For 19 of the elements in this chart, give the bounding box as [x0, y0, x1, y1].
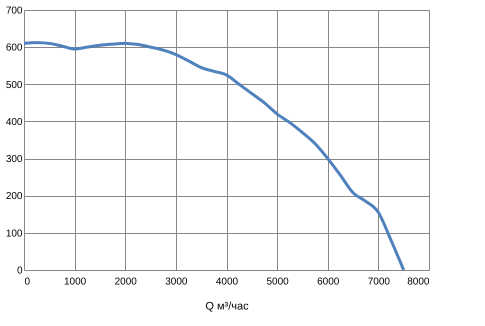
- y-tick-label: 300: [6, 154, 23, 166]
- y-tick-label: 500: [6, 80, 23, 91]
- x-tick-label: 1000: [64, 276, 87, 288]
- x-tick-label: 2000: [114, 276, 138, 288]
- y-tick-label: 200: [6, 191, 23, 202]
- line-series: [22, 41, 406, 272]
- y-tick-label: 400: [6, 116, 23, 128]
- y-tick-label: 100: [6, 228, 23, 240]
- x-tick-label: 6000: [317, 276, 340, 288]
- x-axis-title: Q м³/час: [205, 300, 250, 312]
- x-tick-label: 7000: [368, 276, 390, 288]
- y-tick-label: 700: [6, 6, 23, 16]
- x-tick-label: 4000: [216, 276, 239, 288]
- y-tick-label: 0: [16, 266, 23, 276]
- x-tick-label: 5000: [266, 276, 290, 288]
- x-tick-label: 3000: [165, 276, 188, 288]
- x-tick-label: 0: [24, 276, 30, 288]
- y-tick-label: 600: [6, 42, 23, 54]
- x-tick-label: 8000: [407, 276, 430, 288]
